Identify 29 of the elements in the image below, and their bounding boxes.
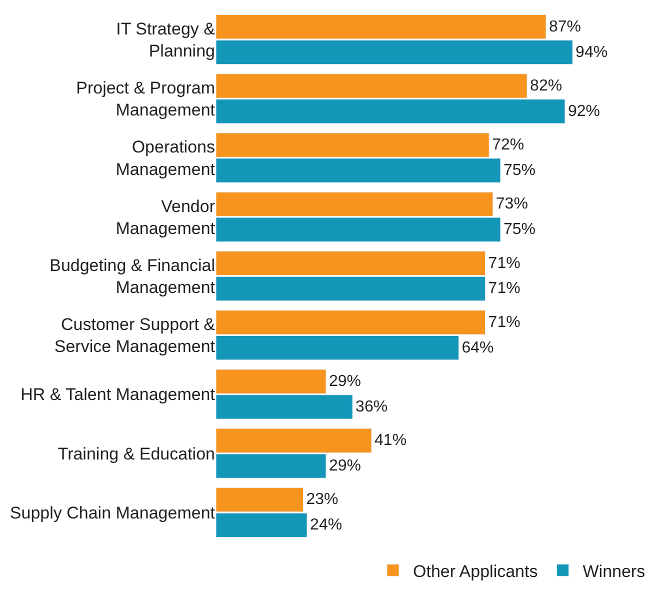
y-tick-label: IT Strategy & Planning xyxy=(116,19,216,61)
data-label: 29% xyxy=(329,458,362,475)
y-tick-label: Vendor Management xyxy=(116,196,216,238)
data-label: 41% xyxy=(374,432,407,450)
y-tick-label: Budgeting & Financial Management xyxy=(50,256,216,297)
data-label: 87% xyxy=(549,18,582,36)
data-label: 71% xyxy=(488,254,520,272)
data-label: 64% xyxy=(462,339,494,356)
y-tick-label: Supply Chain Management xyxy=(10,503,216,522)
y-tick-label: Customer Support & Service Management xyxy=(54,315,216,356)
data-label: 75% xyxy=(503,221,536,238)
y-tick-label: Operations Management xyxy=(116,138,216,179)
data-label: 73% xyxy=(496,196,528,213)
data-label: 24% xyxy=(310,516,342,534)
data-label: 36% xyxy=(356,398,388,416)
legend-label: Other Applicants xyxy=(413,562,538,581)
data-label: 75% xyxy=(503,162,536,179)
y-tick-label: HR & Talent Management xyxy=(20,385,216,404)
data-label: 72% xyxy=(492,136,524,154)
legend-label: Winners xyxy=(582,562,646,581)
data-label: 71% xyxy=(488,280,520,298)
data-label: 82% xyxy=(530,77,562,94)
data-label: 23% xyxy=(306,491,338,508)
y-tick-label: Project & Program Management xyxy=(76,78,216,120)
y-tick-label: Training & Education xyxy=(58,444,215,464)
data-label: 71% xyxy=(488,314,520,331)
data-label: 29% xyxy=(329,373,362,390)
data-label: 92% xyxy=(568,102,600,120)
data-label: 94% xyxy=(576,44,608,61)
